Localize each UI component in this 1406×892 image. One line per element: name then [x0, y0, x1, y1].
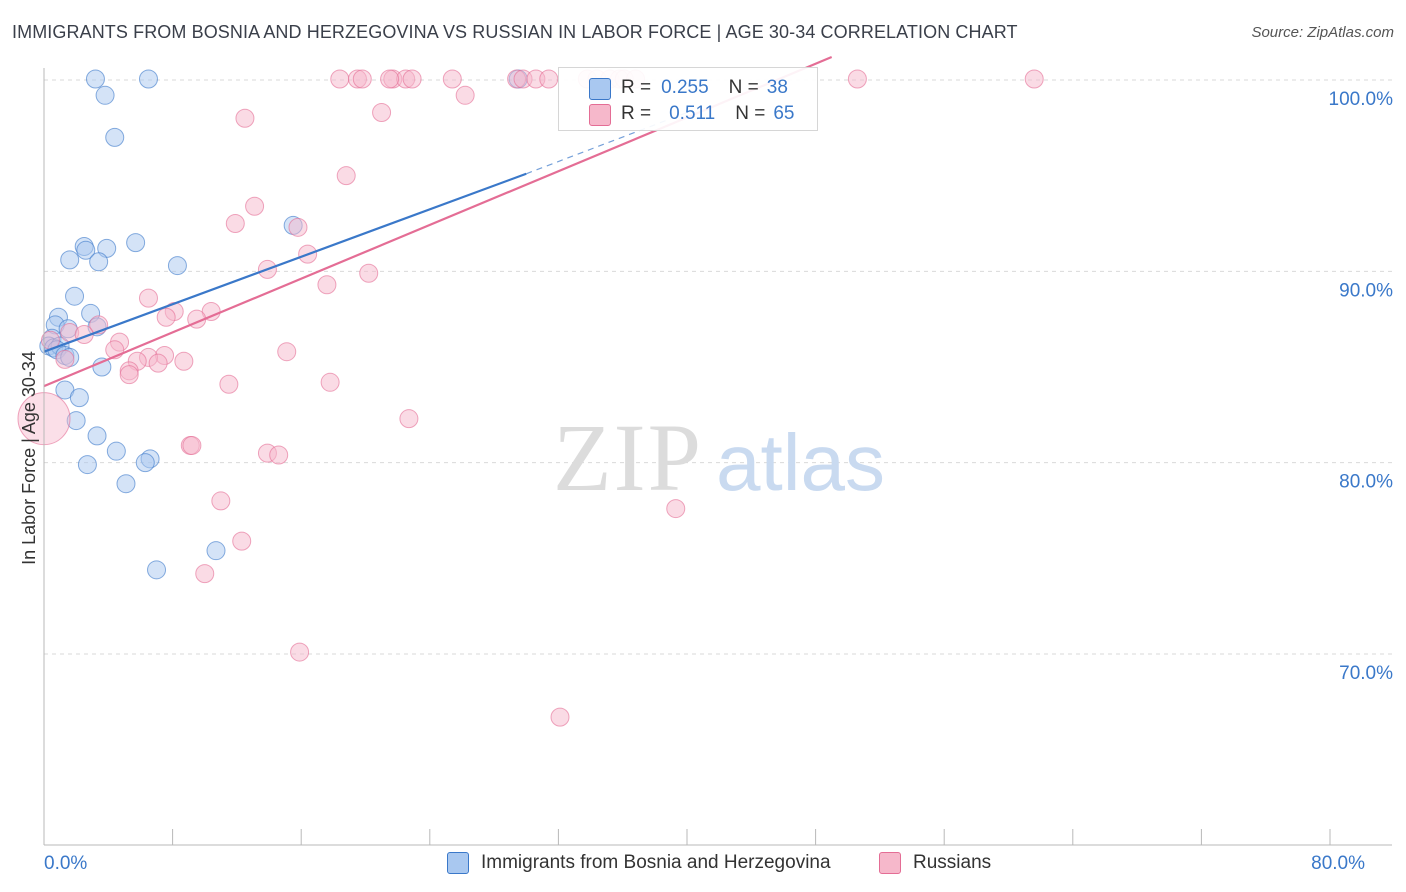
russians-point: [232, 531, 252, 551]
russians-point: [219, 374, 239, 394]
russians-point: [352, 69, 372, 89]
russians-point: [174, 351, 194, 371]
legend-n-value: 65: [773, 103, 795, 124]
legend-row-russians: R = 0.511 N = 65: [621, 102, 795, 126]
russians-point: [847, 69, 867, 89]
legend-label: Russians: [913, 852, 992, 873]
stats-legend: R = 0.255 N = 38 R = 0.511 N = 65: [558, 67, 818, 131]
russians-point: [442, 69, 462, 89]
russians-point: [235, 108, 255, 128]
legend-r-label: R =: [621, 103, 652, 124]
russians-point: [225, 214, 245, 233]
legend-label: Immigrants from Bosnia and Herzegovina: [481, 852, 831, 873]
bosnia-point: [167, 256, 187, 276]
source-label: Source: ZipAtlas.com: [1251, 24, 1394, 41]
chart-title: IMMIGRANTS FROM BOSNIA AND HERZEGOVINA V…: [12, 22, 1018, 42]
bosnia-point: [89, 252, 109, 272]
russians-point: [277, 342, 297, 362]
bosnia-point: [92, 357, 112, 377]
bosnia-point: [126, 233, 146, 253]
russians-point: [290, 642, 310, 662]
bosnia-point: [60, 250, 80, 270]
russians-point: [402, 69, 422, 89]
legend-r-label: R =: [621, 77, 652, 98]
grid-layer: [44, 79, 1392, 655]
russians-point: [317, 275, 337, 295]
russians-point: [539, 69, 559, 89]
legend-swatch: [879, 852, 901, 874]
russians-point: [666, 499, 686, 519]
bosnia-point: [105, 127, 125, 147]
russians-point: [148, 353, 168, 373]
bosnia-point: [65, 286, 85, 306]
y-axis-label: In Labor Force | Age 30-34: [19, 351, 39, 565]
russians-point: [359, 263, 379, 283]
bosnia-point: [147, 560, 167, 580]
legend-swatch-bosnia: [589, 78, 611, 100]
russians-point: [380, 69, 400, 89]
legend-item-bosnia[interactable]: Immigrants from Bosnia and Herzegovina: [447, 852, 831, 874]
bosnia-point: [77, 455, 97, 475]
legend-r-value: 0.255: [661, 77, 709, 98]
bosnia-point: [76, 240, 96, 260]
russians-point: [372, 103, 392, 123]
legend-n-label: N =: [735, 103, 766, 124]
russians-point: [269, 445, 289, 465]
russians-point: [245, 196, 265, 216]
axes-layer: 100.0% 90.0% 80.0% 70.0% 0.0% 80.0%: [43, 68, 1394, 874]
russians-point: [550, 707, 570, 727]
bosnia-point: [135, 453, 155, 473]
russians-point: [138, 288, 158, 308]
russians-point: [211, 491, 231, 511]
russians-point: [1024, 69, 1044, 89]
watermark-zip: ZIP: [553, 404, 703, 511]
x-tick-label: 0.0%: [44, 853, 87, 874]
bosnia-trendline: [43, 172, 527, 353]
legend-n-label: N =: [728, 77, 759, 98]
russians-point: [399, 409, 419, 429]
legend-row-bosnia: R = 0.255 N = 38: [621, 76, 788, 100]
russians-point: [119, 365, 139, 385]
bosnia-point: [95, 85, 115, 105]
bosnia-point: [87, 426, 107, 446]
legend-swatch-russians: [589, 104, 611, 126]
bosnia-point: [138, 69, 158, 89]
russians-point: [156, 307, 176, 327]
russians-point: [320, 372, 340, 392]
y-tick-label: 70.0%: [1339, 663, 1393, 684]
legend-n-value: 38: [766, 77, 788, 98]
watermark: ZIP atlas: [553, 404, 885, 511]
russians-point: [288, 217, 308, 237]
russians-point: [182, 435, 202, 455]
bosnia-point: [66, 411, 86, 431]
russians-point: [195, 564, 215, 584]
bosnia-point: [206, 541, 226, 561]
points-layer: [17, 69, 1044, 727]
y-tick-label: 90.0%: [1339, 280, 1393, 301]
y-tick-label: 80.0%: [1339, 472, 1393, 493]
legend-swatch: [447, 852, 469, 874]
bosnia-point: [116, 474, 136, 494]
russians-point: [330, 69, 350, 89]
y-tick-label: 100.0%: [1329, 89, 1394, 110]
russians-point: [55, 349, 75, 369]
bosnia-point: [85, 69, 105, 89]
watermark-atlas: atlas: [716, 418, 885, 507]
x-tick-label: 80.0%: [1311, 853, 1365, 874]
bosnia-point: [69, 388, 89, 408]
legend-item-russians[interactable]: Russians: [879, 852, 991, 874]
bosnia-point: [106, 441, 126, 461]
legend-r-value: 0.511: [669, 103, 716, 124]
russians-point: [336, 166, 356, 186]
russians-point: [455, 85, 475, 105]
